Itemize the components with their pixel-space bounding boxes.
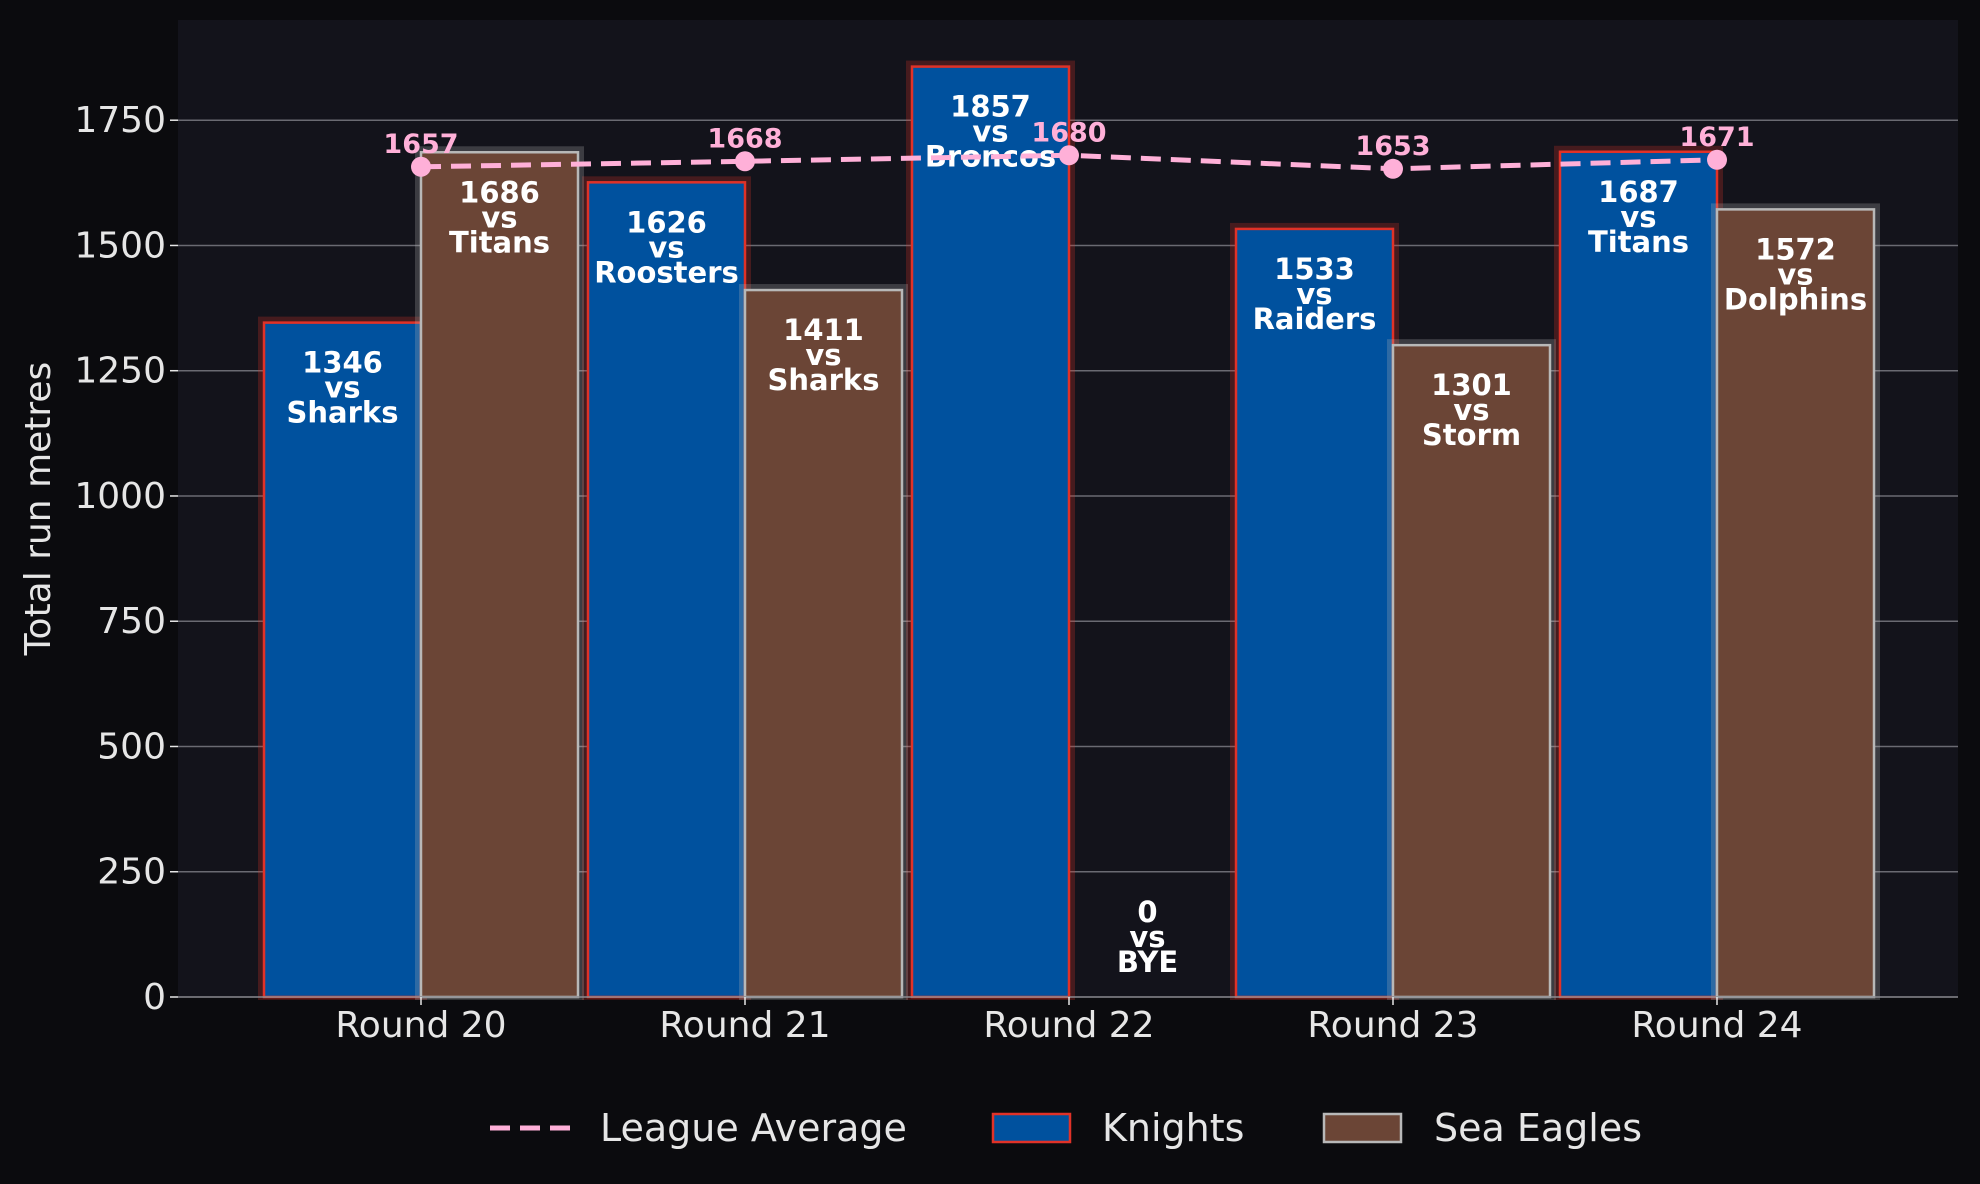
knights-bar-label: Titans (1588, 225, 1689, 259)
x-tick-label: Round 23 (1307, 1005, 1478, 1046)
knights-bar (1558, 150, 1719, 999)
sea-eagles-bar-label: 1572 (1755, 232, 1836, 266)
x-tick-label: Round 24 (1631, 1005, 1802, 1046)
sea-eagles-bar-label: Storm (1422, 418, 1521, 452)
league-average-line: 1657 1668 1680 1653 1671 (383, 117, 1755, 179)
league-average-point (1383, 158, 1403, 179)
sea-eagles-bar-label: vs (1777, 257, 1813, 291)
y-tick-label: 0 (143, 977, 166, 1018)
knights-bar (910, 65, 1071, 999)
knights-bar-label: Roosters (594, 255, 739, 289)
sea-eagles-bar-label: Titans (449, 225, 550, 259)
sea-eagles-bar-label: 1686 (459, 175, 540, 209)
sea-eagles-bar (743, 288, 904, 999)
knights-bar-label: vs (324, 371, 360, 405)
league-average-label: 1668 (707, 123, 782, 154)
knights-bar-label: vs (1620, 200, 1656, 234)
bars (258, 60, 1880, 1001)
sea-eagles-bar-label: Sharks (768, 363, 880, 397)
league-average-label: 1653 (1355, 131, 1430, 162)
knights-bar-label: Raiders (1253, 302, 1377, 336)
y-axis-title: Total run metres (18, 362, 59, 657)
knights-bar-label: 1857 (950, 90, 1031, 124)
x-tick-label: Round 22 (983, 1005, 1154, 1046)
y-tick-label: 1750 (74, 100, 166, 141)
sea-eagles-bar (419, 151, 580, 999)
league-average-label: 1680 (1031, 117, 1106, 148)
knights-bar (586, 181, 747, 999)
knights-bar (1234, 227, 1395, 999)
x-tick-label: Round 21 (659, 1005, 830, 1046)
legend-label-league-average: League Average (600, 1106, 907, 1150)
league-average-point (1707, 149, 1727, 170)
y-tick-label: 1500 (74, 225, 166, 266)
sea-eagles-bar (1715, 208, 1876, 999)
legend-label-sea-eagles: Sea Eagles (1434, 1106, 1642, 1150)
knights-bar-label: vs (1296, 277, 1332, 311)
sea-eagles-bar-label: vs (1129, 920, 1165, 954)
y-tick-label: 750 (97, 601, 166, 642)
legend-swatch-sea-eagles (1322, 1112, 1403, 1144)
y-tick-label: 1000 (74, 476, 166, 517)
sea-eagles-bar-label: vs (1453, 393, 1489, 427)
knights-bar-label: vs (648, 230, 684, 264)
knights-bar-label: 1346 (302, 346, 383, 380)
league-average-label: 1671 (1679, 122, 1754, 153)
knights-bar-label: 1626 (626, 205, 707, 239)
sea-eagles-bar-label: 1411 (783, 313, 864, 347)
y-tick-label: 250 (97, 852, 166, 893)
league-average-point (1059, 145, 1079, 166)
legend[interactable]: League Average Knights Sea Eagles (490, 1106, 1642, 1150)
y-axis: 0 250 500 750 1000 1250 1500 1750 (74, 100, 178, 1018)
legend-label-knights: Knights (1102, 1106, 1244, 1150)
sea-eagles-bar-label: 0 (1137, 895, 1157, 929)
league-average-label: 1657 (383, 129, 458, 160)
league-average-point (735, 151, 755, 172)
sea-eagles-bar-label: vs (481, 200, 517, 234)
knights-bar-label: vs (972, 115, 1008, 149)
knights-bar-label: 1687 (1598, 175, 1679, 209)
y-tick-label: 1250 (74, 351, 166, 392)
knights-bar-label: 1533 (1274, 252, 1355, 286)
sea-eagles-bar-label: Dolphins (1724, 282, 1867, 316)
knights-bar-label: Sharks (287, 396, 399, 430)
sea-eagles-bar (1391, 343, 1552, 999)
bar-labels: 1346vsSharks1626vsRoosters1857vsBroncos1… (287, 90, 1868, 979)
x-axis: Round 20 Round 21 Round 22 Round 23 Round 24 (335, 997, 1803, 1046)
sea-eagles-bar-label: 1301 (1431, 368, 1512, 402)
x-tick-label: Round 20 (335, 1005, 506, 1046)
y-tick-label: 500 (97, 726, 166, 767)
sea-eagles-bar-label: BYE (1117, 945, 1178, 979)
knights-bar (262, 321, 423, 999)
sea-eagles-bar-label: vs (805, 338, 841, 372)
league-average-point (411, 156, 431, 177)
legend-swatch-knights (991, 1112, 1072, 1144)
